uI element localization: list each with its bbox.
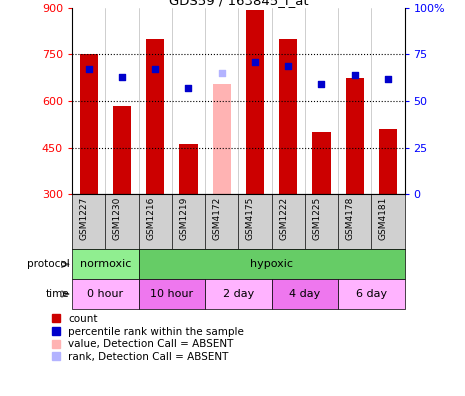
- Text: 4 day: 4 day: [289, 289, 320, 299]
- Text: GSM1227: GSM1227: [80, 197, 89, 240]
- Point: [318, 81, 325, 88]
- Text: hypoxic: hypoxic: [250, 259, 293, 269]
- Bar: [279, 39, 297, 194]
- Text: GSM4181: GSM4181: [379, 197, 388, 240]
- Text: GSM1222: GSM1222: [279, 197, 288, 240]
- Point: [251, 59, 259, 65]
- Text: GSM1216: GSM1216: [146, 197, 155, 240]
- Bar: [80, 55, 98, 194]
- Bar: [72, 279, 139, 309]
- Point: [152, 66, 159, 72]
- Text: GSM1219: GSM1219: [179, 197, 188, 240]
- Text: 6 day: 6 day: [356, 289, 387, 299]
- Point: [351, 72, 359, 78]
- Bar: [345, 78, 364, 194]
- Bar: [246, 10, 264, 194]
- Text: normoxic: normoxic: [80, 259, 131, 269]
- Point: [118, 74, 126, 80]
- Text: GSM4175: GSM4175: [246, 197, 255, 240]
- Text: GSM4178: GSM4178: [345, 197, 355, 240]
- Bar: [139, 279, 205, 309]
- Bar: [312, 132, 331, 194]
- Text: protocol: protocol: [27, 259, 70, 269]
- Bar: [146, 39, 164, 194]
- Bar: [379, 129, 397, 194]
- Legend: count, percentile rank within the sample, value, Detection Call = ABSENT, rank, : count, percentile rank within the sample…: [52, 314, 244, 362]
- Bar: [179, 145, 198, 194]
- Title: GDS59 / 163845_i_at: GDS59 / 163845_i_at: [168, 0, 308, 7]
- Text: GSM1230: GSM1230: [113, 197, 122, 240]
- Point: [285, 63, 292, 69]
- Bar: [338, 279, 405, 309]
- Point: [185, 85, 192, 91]
- Bar: [272, 279, 338, 309]
- Bar: [213, 84, 231, 194]
- Text: 10 hour: 10 hour: [150, 289, 193, 299]
- Text: 2 day: 2 day: [223, 289, 254, 299]
- Point: [384, 76, 392, 82]
- Text: 0 hour: 0 hour: [87, 289, 123, 299]
- Bar: [139, 249, 405, 279]
- Point: [85, 66, 93, 72]
- Bar: [72, 249, 139, 279]
- Text: time: time: [46, 289, 70, 299]
- Bar: [113, 106, 131, 194]
- Bar: [205, 279, 272, 309]
- Point: [218, 70, 226, 76]
- Text: GSM1225: GSM1225: [312, 197, 321, 240]
- Text: GSM4172: GSM4172: [213, 197, 222, 240]
